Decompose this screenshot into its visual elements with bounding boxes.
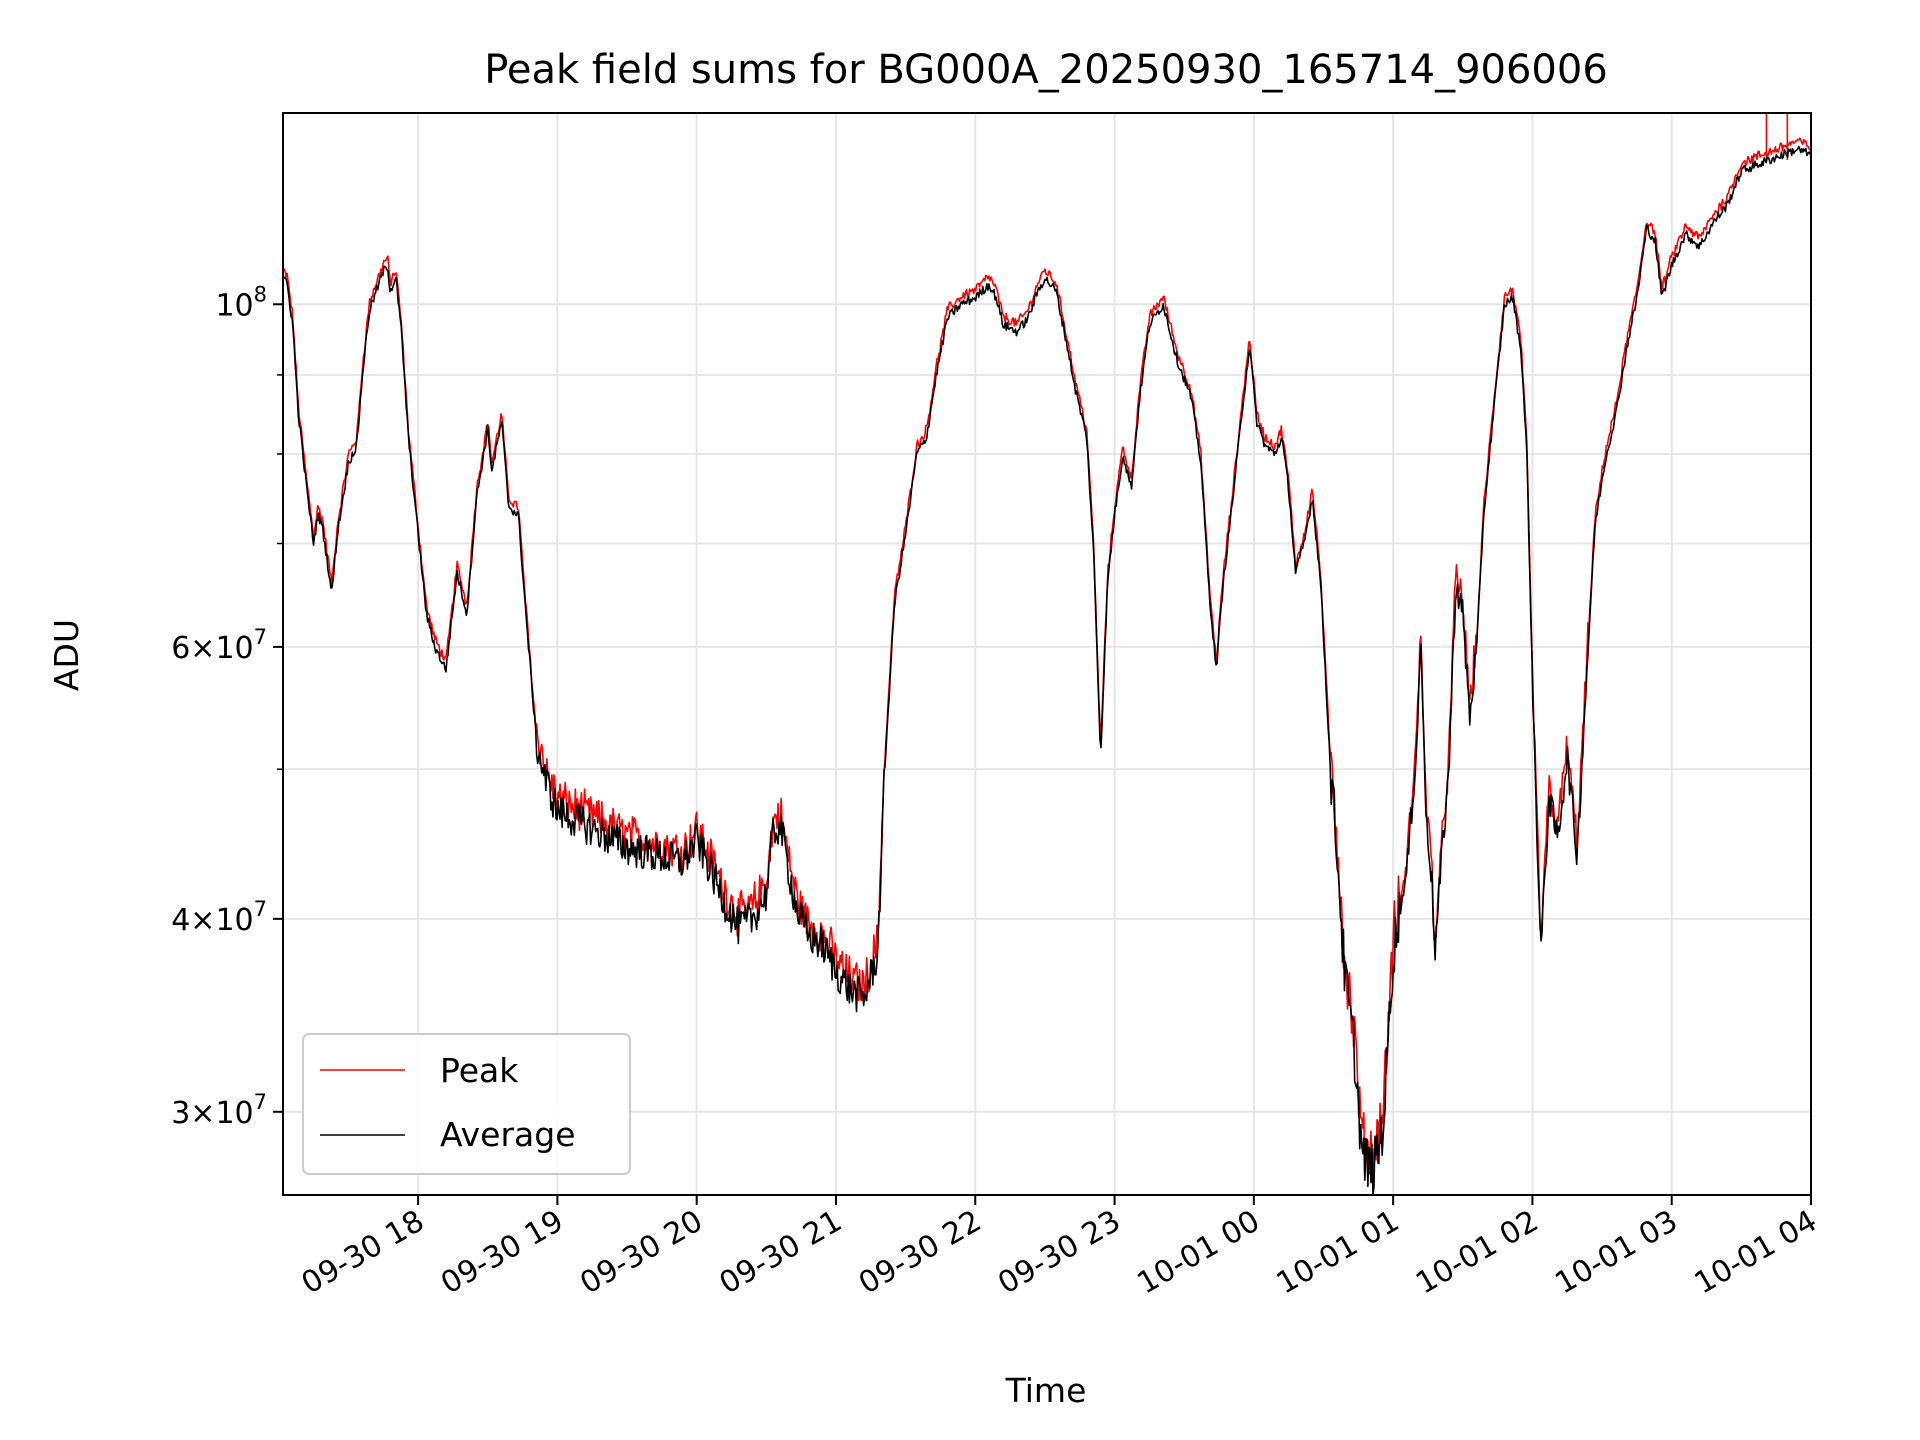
legend-box — [302, 1033, 631, 1175]
y-tick-label: 108 — [215, 282, 267, 323]
legend-label-peak: Peak — [440, 1051, 519, 1090]
x-axis-label: Time — [1005, 1371, 1087, 1410]
series-line-average — [283, 145, 1811, 1195]
legend-label-average: Average — [440, 1115, 576, 1154]
y-tick-label: 6×107 — [171, 625, 267, 666]
series-layer — [283, 113, 1811, 1195]
chart-title: Peak field sums for BG000A_20250930_1657… — [484, 47, 1608, 93]
y-tick-label: 3×107 — [171, 1090, 267, 1131]
legend: Peak Average — [302, 1033, 631, 1175]
plot-frame — [282, 112, 1812, 1196]
y-tick-label: 4×107 — [171, 897, 267, 938]
y-axis-label: ADU — [47, 619, 86, 691]
